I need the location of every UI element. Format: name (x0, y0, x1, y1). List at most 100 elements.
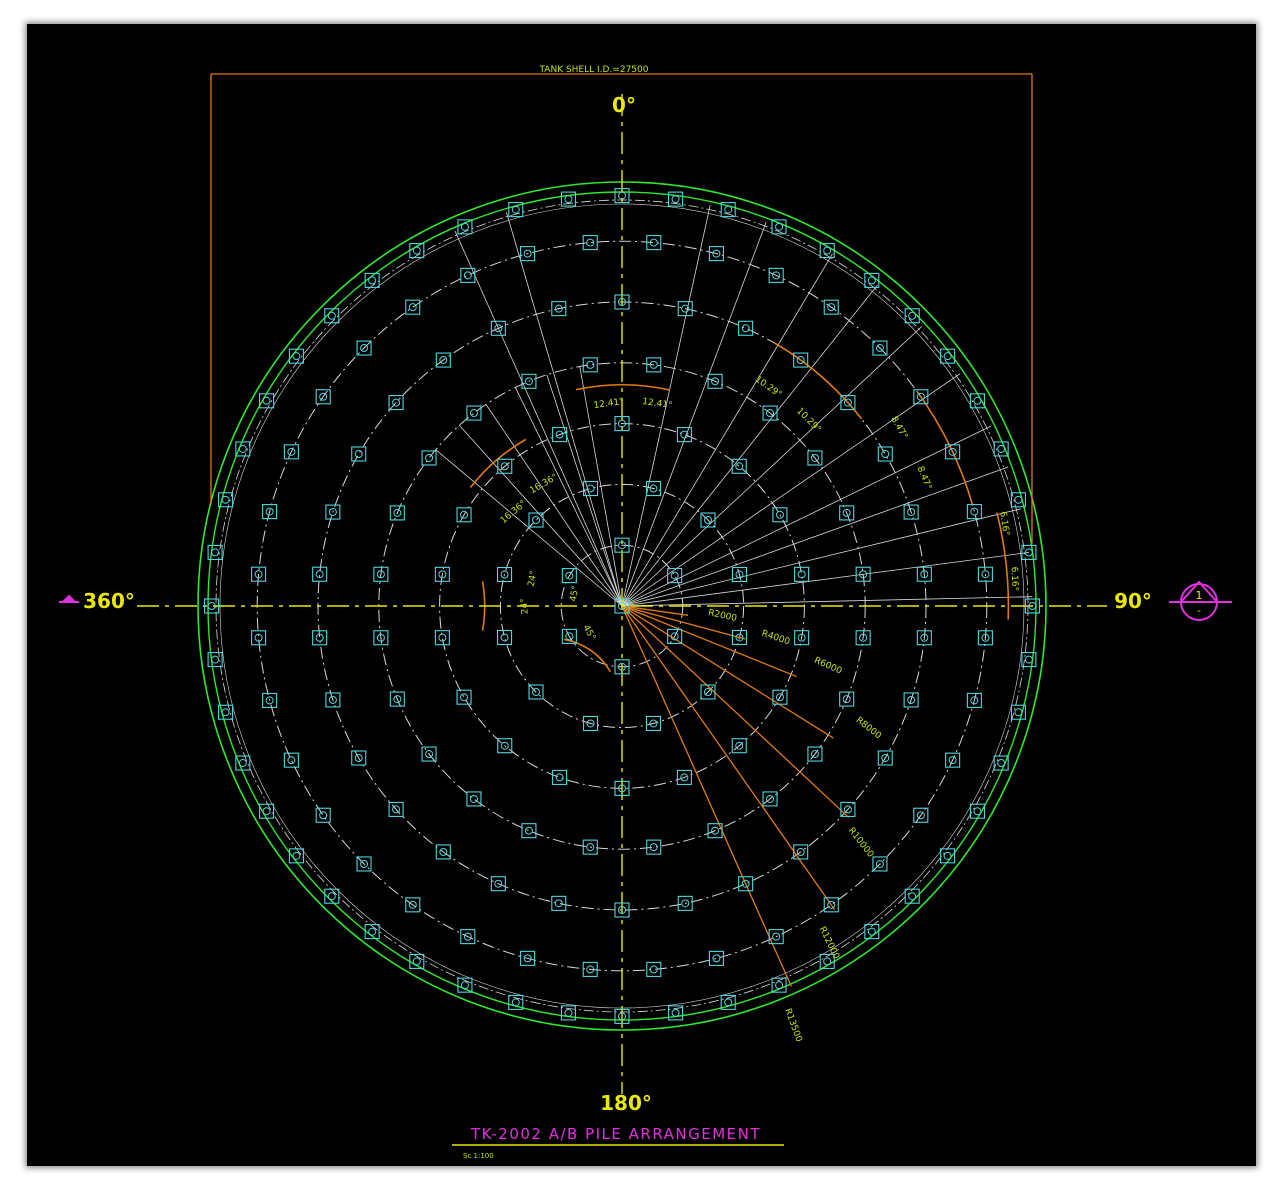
angle-rays (435, 205, 1033, 607)
pile-core (973, 396, 982, 405)
pile-ring-3 (794, 630, 810, 646)
pile-core (254, 570, 263, 579)
pile-ring-4 (839, 505, 855, 521)
pile-box (508, 994, 524, 1010)
pile-box (667, 628, 683, 644)
pile-ring-2 (731, 566, 748, 583)
pile-ring-5 (614, 294, 630, 310)
pile-ring-3 (731, 458, 747, 474)
pile-core (680, 773, 689, 782)
pile-box (872, 856, 888, 872)
pile-ring-5 (903, 692, 919, 708)
pile-box (614, 188, 630, 204)
pile-core (920, 633, 929, 642)
pile-ring-5 (551, 301, 567, 317)
pile-box (560, 191, 576, 207)
pile-core (649, 965, 658, 974)
pile-box (807, 450, 823, 466)
pile-ring-7 (364, 924, 380, 940)
pile-box (969, 393, 985, 409)
pile-box (872, 340, 888, 356)
pile-core (618, 906, 626, 914)
pile-box (840, 395, 856, 411)
pile-core (735, 633, 744, 642)
pile-ring-7 (235, 441, 251, 457)
pile-core (287, 447, 296, 456)
pile-ring-6 (520, 950, 536, 966)
pile-ring-4 (762, 791, 778, 807)
angle-ray (621, 425, 992, 607)
pile-ring-7 (1010, 492, 1026, 508)
pile-core (392, 805, 401, 814)
drawing-scale: Sc 1:100 (463, 1152, 494, 1160)
pile-core (1024, 548, 1033, 557)
pile-core (438, 570, 447, 579)
pile-ring-3 (614, 780, 630, 796)
pile-ring-6 (768, 267, 784, 283)
angle-label: 12.41° (642, 397, 673, 411)
pile-box (677, 301, 693, 317)
pile-box (731, 629, 748, 646)
pile-core (554, 304, 563, 313)
pile-box (645, 480, 662, 497)
pile-ring-5 (677, 301, 693, 317)
angle-label: 16.36° (499, 499, 529, 526)
pile-box (916, 630, 932, 646)
pile-box (700, 512, 716, 528)
pile-ring-6 (977, 630, 993, 646)
dimension-labels: 12.41° 12.41° 10.29° 10.29° 8.47° 8.47° 16.36°… (499, 375, 1020, 1044)
pile-ring-7 (720, 202, 736, 218)
pile-ring-5 (840, 395, 856, 411)
pile-ring-7 (1021, 652, 1037, 668)
pile-box (667, 568, 683, 584)
pile-core (997, 444, 1006, 453)
pile-core (554, 899, 563, 908)
pile-box (904, 308, 920, 324)
pile-core (586, 719, 595, 728)
pile-ring-7 (668, 191, 684, 207)
pile-box (1021, 544, 1037, 560)
pile-box (409, 243, 425, 259)
pile-ring-5 (916, 566, 932, 582)
pile-box (676, 769, 692, 785)
pile-core (775, 693, 784, 702)
pile-box (794, 566, 810, 582)
pile-box (218, 492, 234, 508)
pile-ring-3 (456, 689, 472, 705)
pile-ring-7 (457, 219, 473, 235)
pile-ring-3 (497, 458, 513, 474)
pile-box (251, 630, 267, 646)
radius-dimension-line (621, 605, 836, 911)
pile-box (421, 746, 437, 762)
pile-core (1014, 708, 1023, 717)
angle-arc-45 (564, 638, 612, 673)
angle-label: 24° (527, 570, 540, 587)
pile-core (711, 826, 720, 835)
pile-box (456, 507, 472, 523)
pile-core (810, 453, 819, 462)
pile-ring-5 (351, 750, 367, 766)
angle-label: 24° (519, 598, 530, 615)
pile-core (439, 847, 448, 856)
pile-box (251, 566, 267, 582)
pile-box (614, 902, 630, 918)
pile-box (552, 427, 568, 443)
pile-ring-4 (707, 823, 723, 839)
angle-360-label: 360° (83, 589, 135, 613)
pile-core (943, 352, 952, 361)
pile-ring-2 (582, 715, 599, 732)
pile-ring-5 (614, 902, 630, 918)
pile-ring-3 (552, 769, 568, 785)
pile-core (565, 632, 574, 641)
shell-width-label: TANK SHELL I.D.=27500 (539, 65, 649, 75)
pile-ring-7 (560, 1005, 576, 1021)
pile-ring-5 (435, 844, 451, 860)
dimension-lines (469, 342, 1010, 987)
pile-ring-3 (731, 738, 747, 754)
pile-ring-4 (521, 823, 537, 839)
pile-ring-7 (207, 652, 223, 668)
pile-core (618, 784, 626, 793)
pile-ring-6 (872, 856, 888, 872)
angle-ray (621, 596, 1033, 607)
pile-ring-6 (251, 630, 267, 646)
